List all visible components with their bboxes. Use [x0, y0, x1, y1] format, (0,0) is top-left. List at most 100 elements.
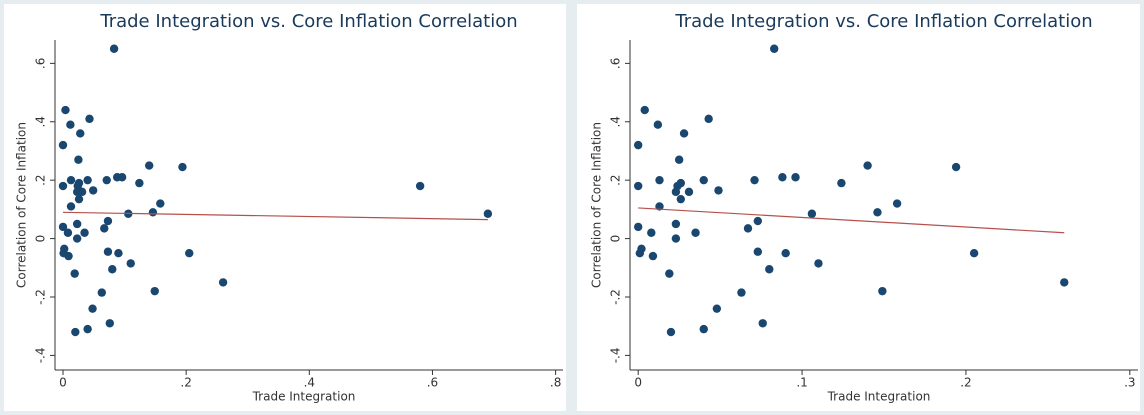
point — [85, 114, 94, 124]
panel — [4, 4, 566, 411]
point — [126, 259, 135, 268]
point — [704, 114, 713, 124]
point — [671, 187, 681, 197]
point — [72, 219, 82, 229]
point — [74, 178, 84, 188]
point — [753, 216, 763, 226]
point — [76, 129, 85, 138]
y-tick-label: .4 — [34, 116, 48, 127]
point — [637, 244, 646, 254]
point — [88, 304, 97, 313]
point — [97, 288, 106, 297]
point — [655, 175, 664, 185]
point — [58, 222, 68, 232]
point — [807, 209, 817, 218]
point — [873, 208, 882, 217]
x-tick-label: .2 — [180, 376, 191, 390]
point — [63, 228, 73, 237]
point — [135, 178, 144, 188]
point — [72, 234, 82, 243]
point — [863, 161, 872, 170]
point — [640, 105, 649, 115]
point — [674, 155, 684, 164]
point — [633, 181, 643, 191]
point — [647, 228, 656, 237]
x-tick-label: .8 — [550, 376, 561, 390]
point — [103, 247, 113, 256]
point — [114, 248, 123, 258]
chart-title: Trade Integration vs. Core Inflation Cor… — [674, 11, 1092, 32]
point — [969, 248, 979, 258]
x-axis-label: Trade Integration — [252, 390, 356, 404]
point — [671, 234, 681, 243]
point — [676, 178, 685, 188]
point — [666, 327, 676, 337]
point — [758, 319, 767, 328]
point — [691, 228, 700, 237]
fit-line — [62, 211, 488, 221]
point — [58, 140, 68, 150]
point — [145, 161, 154, 170]
point — [58, 181, 68, 191]
point — [770, 44, 779, 53]
point — [648, 251, 658, 261]
point — [148, 208, 158, 217]
point — [66, 120, 75, 129]
point — [108, 265, 117, 274]
point — [837, 178, 846, 188]
x-tick-label: .3 — [1124, 376, 1135, 390]
point — [415, 181, 425, 191]
y-tick-label: .6 — [609, 58, 623, 69]
point — [714, 186, 723, 195]
point — [60, 244, 69, 254]
point — [156, 199, 165, 208]
point — [103, 216, 113, 226]
y-axis-label: Correlation of Core Inflation — [590, 122, 604, 288]
point — [765, 265, 774, 274]
point — [70, 269, 79, 278]
point — [185, 248, 194, 258]
point — [1060, 278, 1069, 287]
point — [74, 194, 84, 204]
point — [74, 155, 83, 164]
point — [781, 248, 790, 258]
y-tick-label: -.4 — [609, 348, 623, 364]
point — [737, 288, 746, 297]
point — [679, 129, 689, 138]
point — [66, 175, 76, 185]
y-tick-label: 0 — [34, 235, 48, 243]
point — [80, 228, 89, 237]
fit-line — [638, 207, 1065, 234]
point — [951, 162, 961, 172]
point — [743, 224, 753, 233]
point — [88, 186, 98, 195]
point — [150, 286, 159, 296]
point — [105, 319, 115, 328]
point — [892, 199, 902, 208]
point — [77, 187, 87, 197]
point — [753, 247, 763, 256]
x-tick-label: .1 — [796, 376, 807, 390]
y-tick-label: -.4 — [34, 348, 48, 364]
point — [633, 140, 643, 150]
x-tick-label: .4 — [304, 376, 315, 390]
point — [665, 269, 674, 278]
point — [684, 187, 694, 197]
point — [653, 120, 663, 129]
point — [64, 251, 73, 261]
y-tick-label: -.2 — [609, 289, 623, 305]
x-tick-label: 0 — [59, 376, 67, 390]
y-tick-label: .2 — [34, 174, 48, 185]
point — [750, 175, 759, 185]
chart-title: Trade Integration vs. Core Inflation Cor… — [99, 11, 517, 32]
point — [83, 324, 92, 334]
point — [878, 286, 887, 296]
point — [117, 173, 127, 182]
y-tick-label: -.2 — [34, 289, 48, 305]
point — [676, 194, 685, 204]
point — [61, 105, 70, 115]
x-axis-label: Trade Integration — [827, 390, 931, 404]
panel — [577, 4, 1140, 411]
